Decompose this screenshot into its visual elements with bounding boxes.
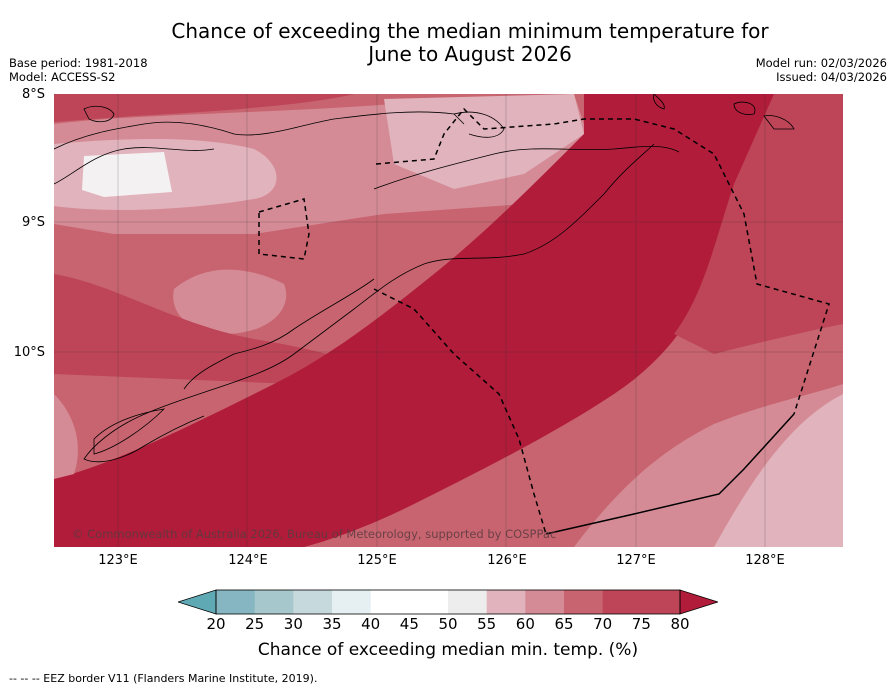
- lon-label-124e: 124°E: [228, 553, 268, 568]
- lat-label-8s: 8°S: [21, 87, 45, 102]
- model-run: Model run: 02/03/2026: [755, 56, 887, 70]
- colorbar-high-arrow: [679, 589, 718, 615]
- colorbar-low-arrow: [178, 589, 217, 615]
- colorbar-tick-label: 80: [670, 615, 690, 633]
- colorbar-tick-label: 25: [245, 615, 265, 633]
- base-period: Base period: 1981-2018: [9, 56, 148, 70]
- lon-label-127e: 127°E: [616, 553, 656, 568]
- zone-65-mid: [173, 269, 287, 334]
- colorbar-cell: [254, 590, 294, 614]
- probability-map: © Commonwealth of Australia 2026, Bureau…: [54, 94, 843, 547]
- colorbar-cell: [525, 590, 565, 614]
- lon-label-128e: 128°E: [745, 553, 785, 568]
- zone-75-west-mid: [54, 274, 374, 384]
- eez-footnote: -- -- -- EEZ border V11 (Flanders Marine…: [9, 672, 318, 685]
- colorbar-cell: [370, 590, 410, 614]
- colorbar-tick-label: 30: [283, 615, 303, 633]
- meta-left: Base period: 1981-2018 Model: ACCESS-S2: [9, 56, 148, 84]
- zone-55-west: [82, 152, 172, 197]
- colorbar-frame: [215, 589, 681, 615]
- colorbar-tick-label: 45: [399, 615, 419, 633]
- coastlines: [54, 94, 795, 463]
- colorbar-tick-label: 50: [438, 615, 458, 633]
- colorbar-cell: [564, 590, 604, 614]
- colorbar-cell: [409, 590, 449, 614]
- colorbar-cell: [641, 590, 681, 614]
- copyright-text: © Commonwealth of Australia 2026, Bureau…: [72, 527, 556, 541]
- colorbar-label: Chance of exceeding median min. temp. (%…: [257, 640, 639, 660]
- eez-solid-segment: [545, 413, 795, 535]
- colorbar-tick-label: 70: [593, 615, 613, 633]
- zone-60-southeast: [714, 394, 843, 547]
- colorbar-tick-label: 40: [361, 615, 381, 633]
- colorbar-cell: [216, 590, 256, 614]
- colorbar-cell: [602, 590, 642, 614]
- meta-right: Model run: 02/03/2026 Issued: 04/03/2026: [756, 56, 887, 84]
- lon-label-123e: 123°E: [98, 553, 138, 568]
- model-name: Model: ACCESS-S2: [9, 70, 116, 84]
- lon-label-125e: 125°E: [357, 553, 397, 568]
- colorbar-tick-label: 20: [206, 615, 226, 633]
- map-title: Chance of exceeding the median minimum t…: [0, 20, 896, 66]
- eez-border: [258, 107, 830, 535]
- colorbar: [178, 589, 718, 615]
- zone-75-east: [674, 94, 843, 354]
- colorbar-cell: [486, 590, 526, 614]
- colorbar-cell: [332, 590, 372, 614]
- colorbar-tick-label: 60: [515, 615, 535, 633]
- colorbar-cells: [216, 590, 681, 614]
- lon-label-126e: 126°E: [487, 553, 527, 568]
- colorbar-tick-label: 55: [477, 615, 497, 633]
- colorbar-tick-label: 75: [631, 615, 651, 633]
- zone-75-top-strip: [54, 94, 354, 122]
- lat-label-10s: 10°S: [13, 345, 45, 360]
- lat-label-9s: 9°S: [21, 215, 45, 230]
- title-line-2: June to August 2026: [368, 42, 572, 66]
- zone-60-north: [384, 94, 584, 189]
- issued-date: Issued: 04/03/2026: [776, 70, 887, 84]
- zone-80-diagonal: [54, 94, 774, 547]
- zone-65-sw: [54, 394, 78, 479]
- colorbar-tick-label: 65: [554, 615, 574, 633]
- colorbar-cell: [293, 590, 333, 614]
- title-line-1: Chance of exceeding the median minimum t…: [171, 19, 769, 43]
- colorbar-cell: [448, 590, 488, 614]
- colorbar-tick-label: 35: [322, 615, 342, 633]
- gridlines: [54, 94, 843, 547]
